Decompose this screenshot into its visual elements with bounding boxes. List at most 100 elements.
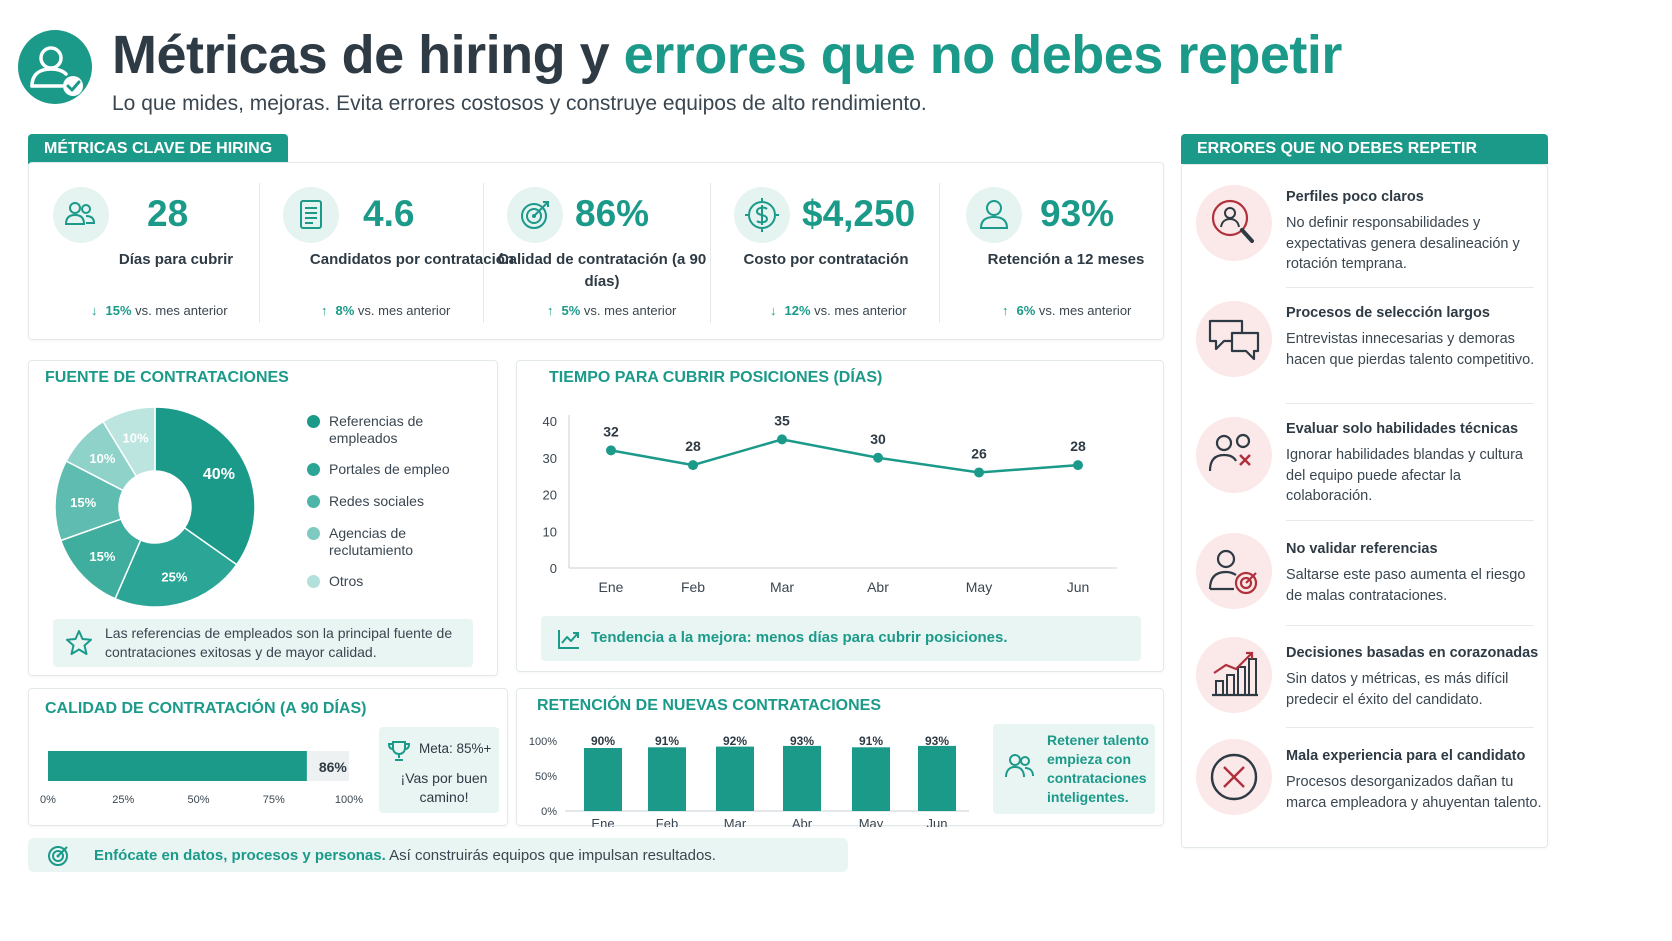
time-note-text: Tendencia a la mejora: menos días para c… [591,629,1008,646]
search-person-icon [1196,185,1272,261]
retention-bar [716,746,754,811]
error-description: Ignorar habilidades blandas y cultura de… [1286,447,1523,504]
metrics-tab: MÉTRICAS CLAVE DE HIRING [28,134,289,164]
line-point [777,434,787,445]
source-note: Las referencias de empleados son la prin… [53,619,473,667]
kpi-card: 4.6 Candidatos por contratación ↑ 8% vs. me… [283,163,514,323]
user-check-icon [30,46,83,96]
kpi-delta: ↑ 6% vs. mes anterior [1002,303,1131,318]
y-tick-label: 10 [543,524,557,539]
pie-slice-label: 10% [123,431,149,446]
bar-chart-icon [1196,637,1272,713]
arrow-down-icon: ↓ [770,303,777,318]
retention-bar-label: 91% [859,734,883,748]
y-tick-label: 40 [543,414,557,429]
x-tick-label: May [966,579,992,595]
error-description: Entrevistas innecesarias y demoras hacen… [1286,331,1535,368]
kpi-value: $4,250 [802,193,916,234]
legend-label: Referencias de empleados [329,413,424,446]
kpi-delta-suffix: vs. mes anterior [580,303,677,318]
retention-bar-label: 90% [591,734,615,748]
kpi-delta-suffix: vs. mes anterior [131,303,228,318]
error-separator [1286,287,1534,288]
line-point-label: 28 [685,438,701,454]
quality-x-tick: 0% [40,794,56,806]
kpi-delta-suffix: vs. mes anterior [354,303,451,318]
y-tick-label: 20 [543,488,557,503]
pie-slice-label: 40% [203,466,235,483]
retention-y-tick: 100% [529,736,557,748]
people-cross-icon [1196,417,1272,493]
legend-swatch [307,527,320,540]
retention-note-text: Retener talento empieza con contratacion… [1047,732,1149,805]
x-tick-label: Abr [867,579,889,595]
page-title: Métricas de hiring y errores que no debe… [112,24,1342,86]
kpi-row: 28 Días para cubrir ↓ 15% vs. mes anterior 4… [29,163,1165,341]
source-title: FUENTE DE CONTRATACIONES [45,369,289,386]
legend-label: Portales de empleo [329,461,450,477]
source-note-text: Las referencias de empleados son la prin… [105,625,453,660]
title-part-2: errores que no debes repetir [623,25,1343,85]
retention-bar [918,745,956,811]
error-description: Sin datos y métricas, es más difícil pre… [1286,671,1509,708]
kpi-delta-suffix: vs. mes anterior [1035,303,1132,318]
pie-slice [102,406,156,478]
quality-goal-note: ¡Vas por buen camino! [400,770,488,805]
target-icon [48,846,68,866]
footer-rest: Así construirás equipos que impulsan res… [385,847,716,864]
retention-card: RETENCIÓN DE NUEVAS CONTRATACIONES 0% 50%… [516,688,1164,827]
time-card: TIEMPO PARA CUBRIR POSICIONES (DÍAS) 0 10… [516,360,1164,672]
x-tick-label: Mar [770,579,794,595]
kpi-value: 4.6 [363,193,415,234]
legend-label: Agencias de reclutamiento [329,525,414,558]
retention-bar [852,747,890,811]
retention-x-tick: Feb [656,816,678,827]
quality-goal: Meta: 85%+ [419,741,492,756]
retention-note: Retener talento empieza con contratacion… [993,724,1155,814]
line-point [974,467,984,478]
quality-title: CALIDAD DE CONTRATACIÓN (A 90 DÍAS) [45,700,367,717]
metrics-card: 28 Días para cubrir ↓ 15% vs. mes anterior 4… [28,162,1164,340]
users-icon [1005,754,1034,778]
pie-slice [114,526,238,608]
source-card: FUENTE DE CONTRATACIONES 40% 25% 15% 15% 10%… [28,360,498,676]
line-point [606,445,616,456]
pie-slice-label: 10% [89,451,115,466]
retention-bar [648,747,686,811]
pie-slice [154,406,256,566]
pie-slice-label: 15% [70,495,96,510]
chat-bubbles-icon [1196,301,1272,377]
kpi-value: 86% [575,193,650,234]
legend-swatch [307,415,320,428]
error-title: Perfiles poco claros [1286,189,1424,205]
close-circle-icon [1196,739,1272,815]
retention-x-tick: Ene [591,816,614,827]
retention-bar [584,748,622,811]
line-point-label: 30 [870,431,886,447]
legend-swatch [307,575,320,588]
error-title: No validar referencias [1286,541,1438,557]
time-note: Tendencia a la mejora: menos días para c… [541,616,1141,661]
legend-swatch [307,495,320,508]
legend-label: Otros [329,573,364,589]
x-tick-label: Jun [1067,579,1090,595]
person-target-icon [1196,533,1272,609]
error-title: Mala experiencia para el candidato [1286,748,1526,764]
line-point-label: 32 [603,423,619,439]
retention-x-tick: Abr [792,816,813,827]
line-series [610,438,1079,474]
error-description: No definir responsabilidades y expectati… [1286,215,1520,272]
x-tick-label: Feb [681,579,705,595]
time-title: TIEMPO PARA CUBRIR POSICIONES (DÍAS) [549,369,883,386]
error-title: Decisiones basadas en corazonadas [1286,645,1539,661]
quality-x-tick: 100% [335,794,363,806]
kpi-separator [939,183,940,323]
source-legend: Referencias de empleados Portales de empl… [305,411,485,601]
y-tick-label: 30 [543,451,557,466]
arrow-up-icon: ↑ [321,303,328,318]
error-description: Procesos desorganizados dañan tu marca e… [1286,774,1542,811]
kpi-label: Costo por contratación [743,251,909,268]
retention-bar-label: 93% [790,734,814,748]
quality-x-tick: 50% [187,794,209,806]
kpi-delta: ↑ 5% vs. mes anterior [547,303,676,318]
